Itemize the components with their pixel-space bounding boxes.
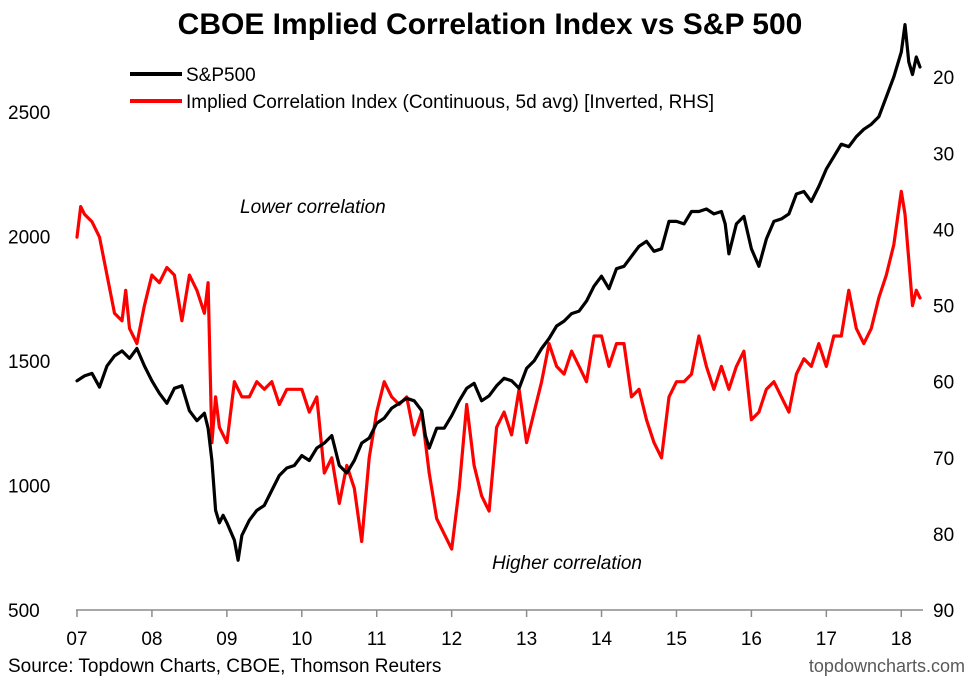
x-tick-label: 07 [66, 629, 87, 650]
y-left-tick-label: 1500 [8, 352, 50, 373]
series-line-correlation [75, 189, 922, 551]
x-tick-label: 11 [367, 629, 387, 650]
annotation-lower-correlation: Lower correlation [240, 197, 386, 218]
y-right-tick-label: 70 [933, 449, 954, 470]
legend-label-correlation: Implied Correlation Index (Continuous, 5… [186, 92, 714, 113]
chart-title: CBOE Implied Correlation Index vs S&P 50… [178, 8, 803, 41]
x-tick-label: 08 [141, 629, 162, 650]
y-right-tick-label: 20 [933, 68, 954, 89]
x-tick-label: 12 [441, 629, 462, 650]
y-right-tick-label: 30 [933, 144, 954, 165]
x-tick-label: 17 [816, 629, 837, 650]
legend-label-sp500: S&P500 [186, 65, 256, 86]
y-axis-left-ticks: 500 1000 1500 2000 2500 [8, 103, 50, 622]
annotation-higher-correlation: Higher correlation [492, 553, 642, 574]
x-tick-label: 15 [666, 629, 687, 650]
y-axis-right-ticks: 20 30 40 50 60 70 80 90 [933, 68, 954, 622]
series-lines [75, 23, 922, 562]
series-line-sp500 [75, 23, 922, 562]
y-left-tick-label: 2000 [8, 227, 50, 248]
x-tick-label: 09 [216, 629, 237, 650]
y-left-tick-label: 1000 [8, 476, 50, 497]
y-right-tick-label: 50 [933, 297, 954, 318]
y-left-tick-label: 500 [8, 601, 40, 622]
y-right-tick-label: 40 [933, 220, 954, 241]
y-right-tick-label: 80 [933, 525, 954, 546]
x-tick-label: 14 [591, 629, 613, 650]
brand-label: topdowncharts.com [809, 656, 965, 676]
x-tick-label: 16 [741, 629, 762, 650]
y-right-tick-label: 90 [933, 601, 954, 622]
source-note: Source: Topdown Charts, CBOE, Thomson Re… [8, 656, 441, 677]
x-tick-label: 10 [291, 629, 312, 650]
x-axis-ticks: 07 08 09 10 11 12 13 14 15 16 17 18 [66, 610, 912, 650]
legend: S&P500 Implied Correlation Index (Contin… [130, 65, 714, 113]
y-left-tick-label: 2500 [8, 103, 50, 124]
y-right-tick-label: 60 [933, 373, 954, 394]
x-tick-label: 18 [891, 629, 912, 650]
x-tick-label: 13 [516, 629, 537, 650]
